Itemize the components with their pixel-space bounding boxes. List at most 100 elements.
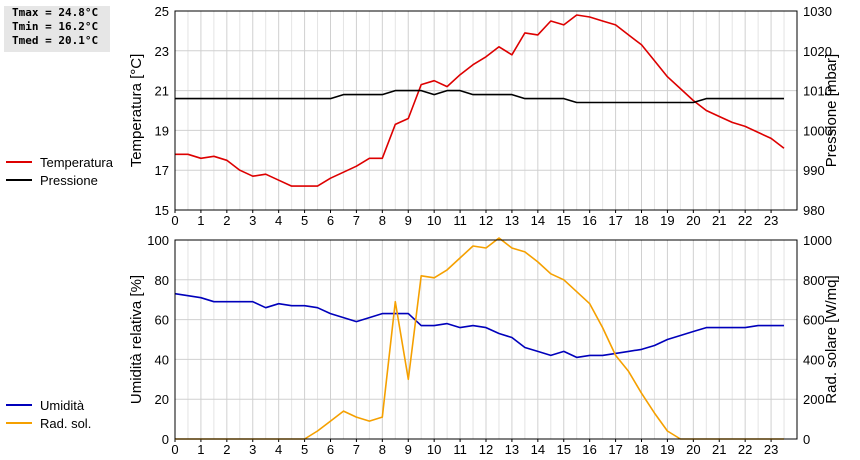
panel2-ytick-right-label: 800	[803, 273, 825, 288]
panel2-series-humidity-line	[174, 292, 784, 359]
legend-item-pressione: Pressione	[6, 171, 113, 189]
panel1-xtick-label: 18	[634, 213, 648, 228]
panel1-ytick-right-label: 1030	[803, 4, 832, 19]
legend-swatch-rad-sol	[6, 422, 32, 424]
panel1-xtick-label: 13	[505, 213, 519, 228]
panel1-ytick-right-label: 1000	[803, 123, 832, 138]
panel1-series-pressure-line	[175, 89, 784, 104]
panel1-ytick-left-label: 19	[155, 123, 169, 138]
panel1-ytick-right-label: 980	[803, 203, 825, 218]
panel2-left-axis-title: Umidità relativa [%]	[128, 275, 145, 404]
legend-label-temperatura: Temperatura	[40, 154, 113, 170]
panel2-xtick-label: 0	[171, 442, 178, 457]
panel1-ytick-left-label: 17	[155, 163, 169, 178]
panel2-xtick-label: 23	[764, 442, 778, 457]
panel2-ytick-left-label: 80	[155, 273, 169, 288]
panel2-ytick-right-label: 400	[803, 352, 825, 367]
panel1-ytick-left-label: 15	[155, 203, 169, 218]
panel2-frame	[174, 239, 798, 440]
legend-item-temperatura: Temperatura	[6, 153, 113, 171]
panel1-xtick-label: 15	[557, 213, 571, 228]
panel2-right-axis-title: Rad. solare [W/mq]	[823, 275, 840, 403]
panel1-xtick-label: 20	[686, 213, 700, 228]
legend-label-rad-sol: Rad. sol.	[40, 415, 92, 431]
panel1-xtick-label: 5	[301, 213, 308, 228]
stat-tmax: Tmax = 24.8°C	[12, 6, 99, 19]
panel2-xtick-label: 17	[608, 442, 622, 457]
panel2-ytick-right-label: 1000	[803, 233, 832, 248]
panel2-xtick-label: 20	[686, 442, 700, 457]
legend-bottom: Umidità Rad. sol.	[6, 396, 91, 432]
stat-tmin: Tmin = 16.2°C	[12, 20, 99, 33]
panel1-right-axis-title: Pressione [mbar]	[823, 54, 840, 167]
panel2-xtick-label: 12	[479, 442, 493, 457]
panel2-ytick-left-label: 100	[147, 233, 169, 248]
panel2-ytick-left-label: 60	[155, 313, 169, 328]
panel1-xtick-label: 8	[379, 213, 386, 228]
panel1-frame	[174, 10, 798, 211]
panel2-xtick-label: 3	[249, 442, 256, 457]
panel1-xtick-label: 3	[249, 213, 256, 228]
legend-swatch-umidita	[6, 404, 32, 406]
legend-item-umidita: Umidità	[6, 396, 91, 414]
panel2-ytick-right-label: 600	[803, 313, 825, 328]
panel1-series-temperature-line	[175, 14, 785, 187]
legend-label-umidita: Umidità	[40, 397, 85, 413]
panel2-xtick-label: 21	[712, 442, 726, 457]
legend-top: Temperatura Pressione	[6, 153, 113, 189]
legend-swatch-temperatura	[6, 161, 32, 163]
panel2-xtick-label: 5	[301, 442, 308, 457]
panel2-ytick-left-label: 20	[155, 392, 169, 407]
panel1-xtick-label: 0	[171, 213, 178, 228]
panel2-ytick-right-label: 0	[803, 432, 810, 447]
panel1-xtick-label: 9	[405, 213, 412, 228]
legend-label-pressione: Pressione	[40, 172, 98, 188]
panel1-xtick-label: 1	[197, 213, 204, 228]
panel2-xtick-label: 8	[379, 442, 386, 457]
panel2-xtick-label: 1	[197, 442, 204, 457]
panel2-xtick-label: 19	[660, 442, 674, 457]
panel1-xtick-label: 22	[738, 213, 752, 228]
panel1-ytick-right-label: 1010	[803, 84, 832, 99]
panel2-xtick-label: 6	[327, 442, 334, 457]
panel2-ytick-left-label: 40	[155, 352, 169, 367]
panel2-xtick-label: 14	[531, 442, 545, 457]
panel1-xtick-label: 19	[660, 213, 674, 228]
panel1-xtick-label: 12	[479, 213, 493, 228]
panel1-xtick-label: 2	[223, 213, 230, 228]
panel1-xtick-label: 10	[427, 213, 441, 228]
panel1-ytick-left-label: 21	[155, 84, 169, 99]
legend-swatch-pressione	[6, 179, 32, 181]
panel1-left-axis-title: Temperatura [°C]	[128, 54, 145, 168]
panel2-xtick-label: 13	[505, 442, 519, 457]
panel1-ytick-left-label: 23	[155, 44, 169, 59]
panel2-xtick-label: 15	[557, 442, 571, 457]
panel2-xtick-label: 9	[405, 442, 412, 457]
panel1-xtick-label: 14	[531, 213, 545, 228]
panel2-xtick-label: 7	[353, 442, 360, 457]
panel1-ytick-right-label: 990	[803, 163, 825, 178]
panel2-xtick-label: 11	[453, 442, 467, 457]
panel1-xtick-label: 16	[582, 213, 596, 228]
panel1-xtick-label: 7	[353, 213, 360, 228]
panel1-ytick-right-label: 1020	[803, 44, 832, 59]
panel2-ytick-right-label: 200	[803, 392, 825, 407]
panel1-xtick-label: 21	[712, 213, 726, 228]
panel2-xtick-label: 2	[223, 442, 230, 457]
panel2-xtick-label: 18	[634, 442, 648, 457]
stat-tmed: Tmed = 20.1°C	[12, 34, 99, 47]
panel2-xtick-label: 4	[275, 442, 282, 457]
panel2-ytick-left-label: 0	[162, 432, 169, 447]
legend-item-rad-sol: Rad. sol.	[6, 414, 91, 432]
stats-box: Tmax = 24.8°C Tmin = 16.2°C Tmed = 20.1°…	[4, 6, 110, 52]
panel1-xtick-label: 6	[327, 213, 334, 228]
panel2-xtick-label: 10	[427, 442, 441, 457]
panel1-xtick-label: 17	[608, 213, 622, 228]
panel2-xtick-label: 22	[738, 442, 752, 457]
panel2-series-radiation-line	[175, 237, 784, 440]
panel1-ytick-left-label: 25	[155, 4, 169, 19]
panel2-xtick-label: 16	[582, 442, 596, 457]
panel1-xtick-label: 11	[453, 213, 467, 228]
panel1-xtick-label: 4	[275, 213, 282, 228]
